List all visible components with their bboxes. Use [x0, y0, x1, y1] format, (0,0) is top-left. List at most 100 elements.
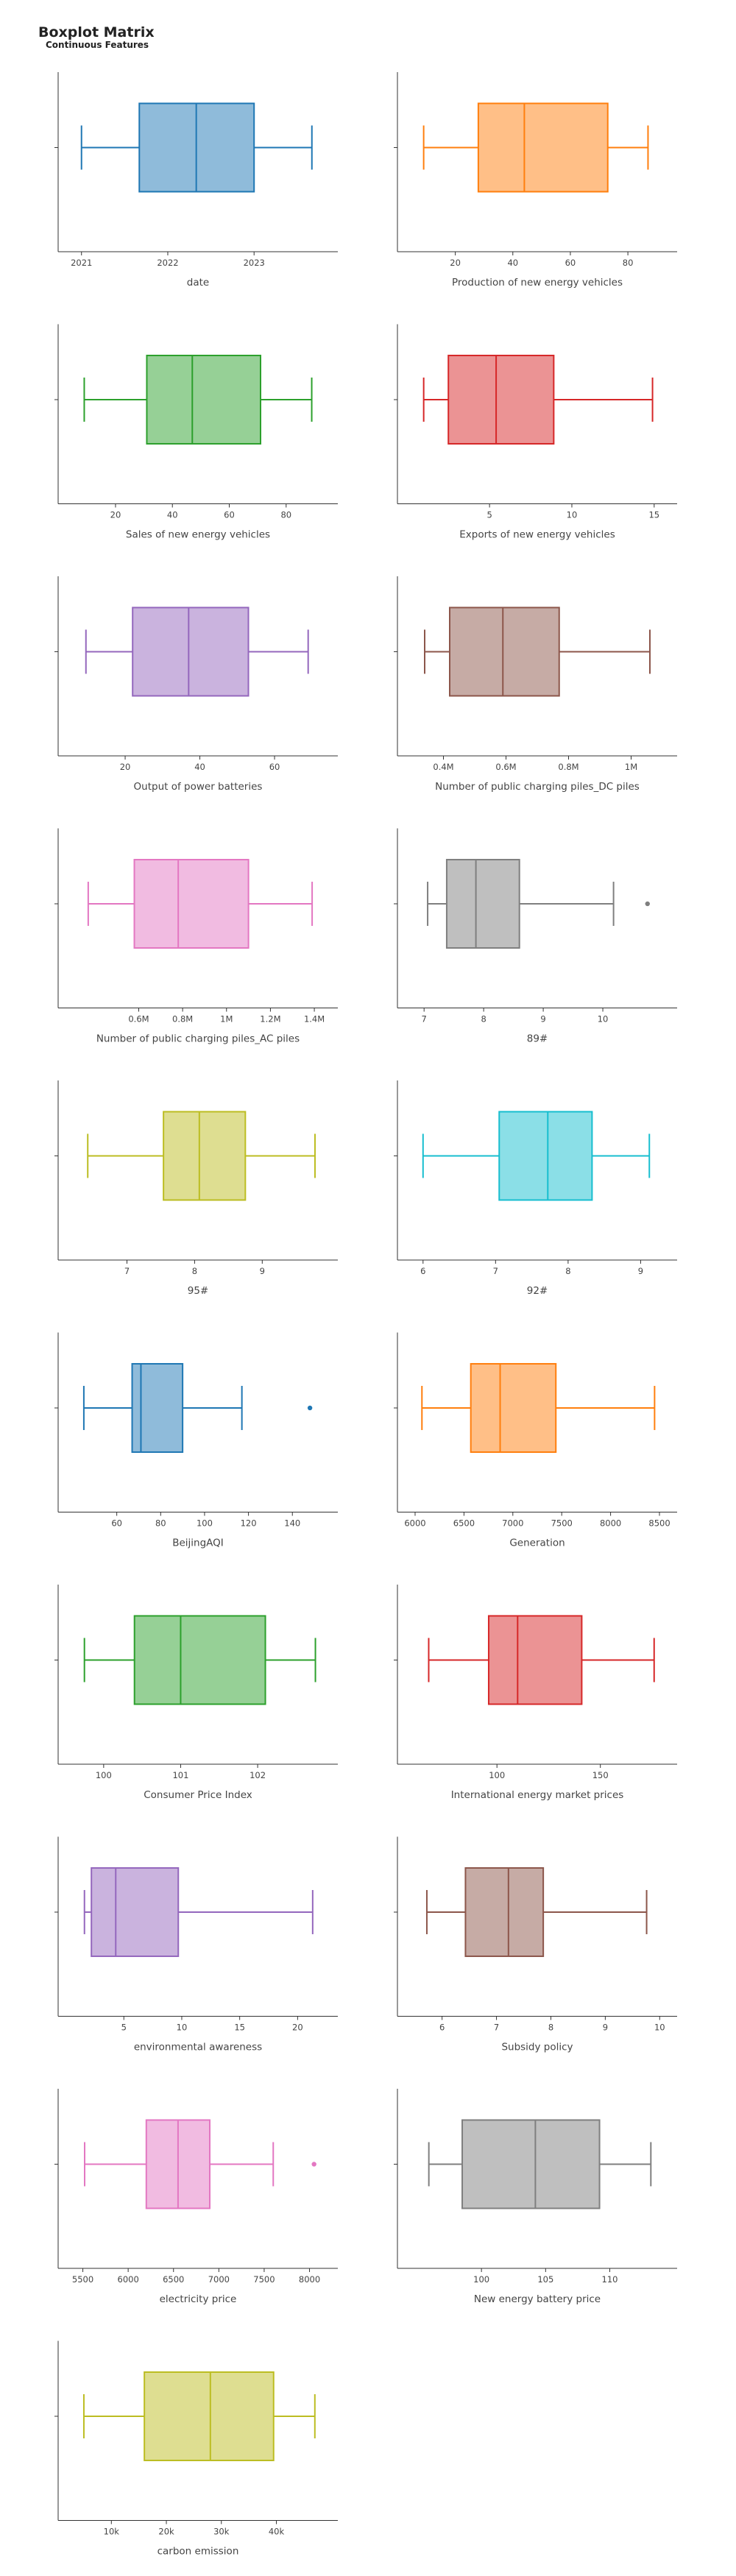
x-axis-label: 89# — [527, 1033, 548, 1045]
box-iqr — [447, 354, 555, 445]
x-tick-label: 7000 — [502, 1518, 523, 1529]
boxplot-panel: 6 7 8 9 10 Subsidy policy — [394, 1836, 677, 2053]
box-iqr — [464, 1866, 545, 1957]
x-tick-label: 8 — [565, 1266, 570, 1276]
x-tick-label: 2021 — [71, 258, 92, 268]
x-axis-label: International energy market prices — [451, 1789, 624, 1801]
x-tick-label: 110 — [602, 2274, 618, 2285]
x-tick-label: 102 — [250, 1770, 266, 1780]
x-axis-label: Subsidy policy — [501, 2042, 573, 2053]
x-axis-label: carbon emission — [158, 2546, 239, 2558]
x-tick-label: 0.8M — [558, 762, 578, 772]
x-tick-label: 30k — [213, 2527, 230, 2537]
x-tick-label: 10 — [598, 1014, 609, 1025]
x-tick-label: 6000 — [404, 1518, 425, 1529]
x-axis-label: date — [187, 277, 209, 289]
x-tick-label: 9 — [260, 1266, 265, 1276]
x-axis-label: 95# — [188, 1285, 209, 1297]
x-tick-label: 15 — [648, 510, 659, 520]
x-axis-label: Number of public charging piles_DC piles — [435, 781, 640, 793]
x-tick-label: 7 — [494, 2023, 499, 2033]
x-tick-label: 20 — [450, 258, 461, 268]
box-iqr — [91, 1866, 180, 1957]
x-tick-label: 1M — [220, 1014, 233, 1025]
x-tick-label: 8500 — [648, 1518, 670, 1529]
x-axis-label: Production of new energy vehicles — [452, 277, 623, 289]
x-tick-label: 7 — [422, 1014, 427, 1025]
x-tick-label: 60 — [111, 1518, 122, 1529]
x-tick-label: 6500 — [453, 1518, 475, 1529]
x-tick-label: 8000 — [600, 1518, 621, 1529]
box-iqr — [131, 1362, 184, 1453]
box-iqr — [163, 1111, 247, 1201]
box-iqr — [146, 354, 261, 445]
x-tick-label: 1.4M — [304, 1014, 325, 1025]
x-tick-label: 60 — [565, 258, 576, 268]
x-tick-label: 10 — [654, 2023, 665, 2033]
boxplot-panel: 6000 6500 7000 7500 8000 8500 Generation — [394, 1332, 677, 1549]
x-tick-label: 80 — [280, 510, 291, 520]
boxplot-panel: 20 40 60 80 Sales of new energy vehicles — [54, 324, 338, 541]
boxplot-panel: 5 10 15 20 environmental awareness — [54, 1836, 338, 2053]
x-tick-label: 80 — [623, 258, 634, 268]
boxplot-panel: 60 80 100 120 140 BeijingAQI — [54, 1332, 338, 1549]
x-tick-label: 100 — [197, 1518, 213, 1529]
x-tick-label: 7500 — [551, 1518, 573, 1529]
outlier-point — [307, 1405, 313, 1411]
x-axis-label: BeijingAQI — [172, 1538, 224, 1549]
box-iqr — [132, 606, 250, 697]
box-iqr — [445, 858, 520, 949]
x-tick-label: 6 — [439, 2023, 445, 2033]
outlier-point — [645, 901, 650, 907]
x-tick-label: 0.6M — [495, 762, 516, 772]
x-tick-label: 2022 — [157, 258, 178, 268]
x-tick-label: 7500 — [253, 2274, 275, 2285]
boxplot-panel: 2021 2022 2023 date — [54, 72, 338, 289]
boxplot-panel: 5500 6000 6500 7000 7500 8000 electricity pric… — [54, 2089, 338, 2305]
box-iqr — [449, 606, 560, 697]
boxplot-panel: 100 101 102 Consumer Price Index — [54, 1585, 338, 1801]
x-tick-label: 2023 — [244, 258, 265, 268]
x-tick-label: 7 — [124, 1266, 130, 1276]
x-tick-label: 6000 — [118, 2274, 139, 2285]
x-tick-label: 9 — [540, 1014, 545, 1025]
x-tick-label: 40 — [167, 510, 178, 520]
x-tick-label: 7000 — [208, 2274, 230, 2285]
chart-title: Boxplot Matrix — [38, 24, 155, 40]
x-axis-label: Number of public charging piles_AC piles — [96, 1033, 300, 1045]
x-axis-label: Generation — [509, 1538, 565, 1549]
x-tick-label: 1M — [625, 762, 637, 772]
x-tick-label: 8 — [481, 1014, 486, 1025]
x-tick-label: 9 — [638, 1266, 643, 1276]
x-tick-label: 10 — [177, 2023, 188, 2033]
x-tick-label: 8 — [548, 2023, 553, 2033]
x-tick-label: 20k — [158, 2527, 174, 2537]
x-tick-label: 5 — [121, 2023, 127, 2033]
box-iqr — [470, 1362, 557, 1453]
x-axis-label: 92# — [527, 1285, 548, 1297]
box-iqr — [487, 1615, 583, 1705]
box-iqr — [144, 2371, 275, 2461]
x-tick-label: 9 — [603, 2023, 608, 2033]
x-tick-label: 40k — [269, 2527, 285, 2537]
x-tick-label: 120 — [241, 1518, 257, 1529]
boxplot-panel: 7 8 9 95# — [54, 1080, 338, 1297]
x-tick-label: 0.8M — [172, 1014, 193, 1025]
boxplot-panel: 7 8 9 10 89# — [394, 828, 677, 1045]
x-tick-label: 40 — [194, 762, 205, 772]
x-tick-label: 100 — [96, 1770, 112, 1780]
x-tick-label: 0.4M — [433, 762, 453, 772]
boxplot-panel: 10k 20k 30k 40k carbon emission — [54, 2340, 338, 2558]
x-tick-label: 10 — [567, 510, 578, 520]
x-tick-label: 6 — [420, 1266, 425, 1276]
x-tick-label: 5 — [486, 510, 492, 520]
x-tick-label: 140 — [284, 1518, 300, 1529]
x-tick-label: 100 — [473, 2274, 489, 2285]
chart-subtitle: Continuous Features — [46, 40, 149, 50]
box-iqr — [133, 858, 250, 949]
x-tick-label: 7 — [493, 1266, 498, 1276]
x-tick-label: 100 — [489, 1770, 505, 1780]
boxplot-panel: 20 40 60 Output of power batteries — [54, 576, 338, 793]
x-tick-label: 105 — [537, 2274, 553, 2285]
